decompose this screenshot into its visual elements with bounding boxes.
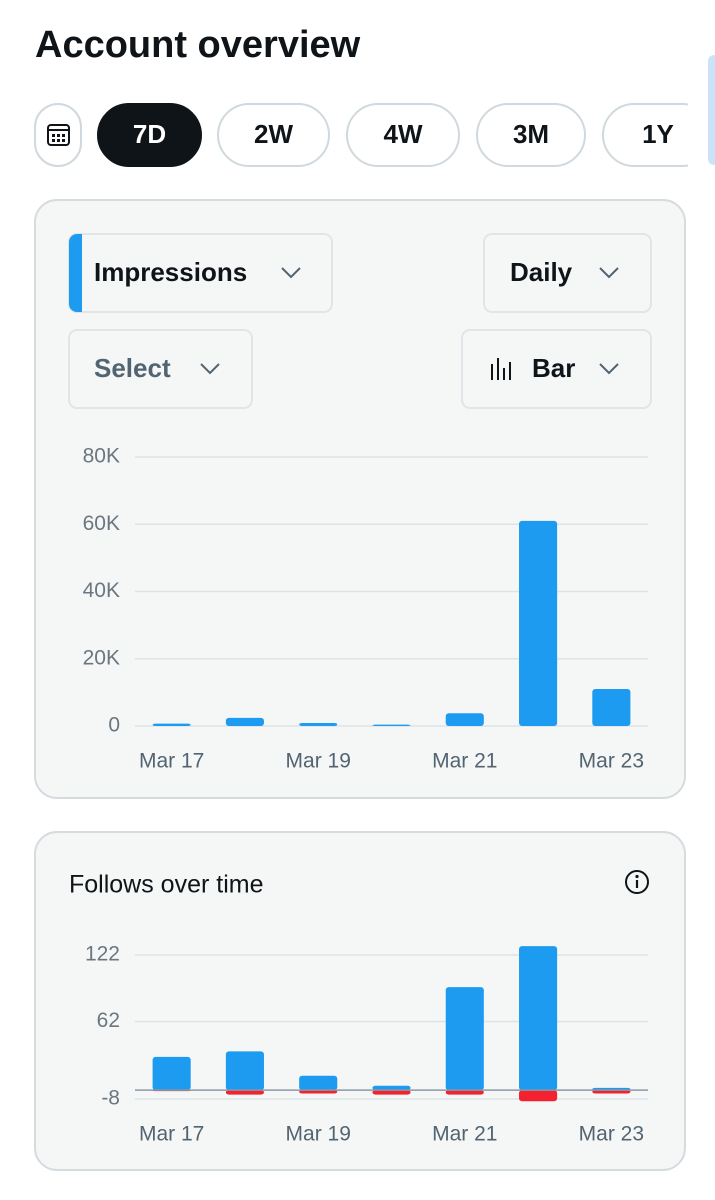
bar	[445, 713, 484, 726]
chart-title: Follows over time	[69, 871, 264, 899]
metric-dropdown[interactable]: Impressions	[68, 233, 333, 313]
y-tick-label: -8	[101, 1087, 120, 1110]
x-tick-label: Mar 21	[432, 750, 497, 773]
y-tick-label: 60K	[83, 512, 120, 535]
x-tick-label: Mar 17	[139, 750, 204, 773]
page-title: Account overview	[35, 24, 361, 66]
period-button[interactable]	[217, 103, 330, 167]
bar	[519, 946, 558, 1091]
bar	[152, 723, 191, 726]
period-label: 7D	[133, 119, 166, 149]
compare-dropdown[interactable]: Select	[68, 329, 253, 409]
y-tick-label: 40K	[83, 579, 120, 602]
bar	[445, 987, 484, 1091]
bar	[225, 717, 264, 726]
y-tick-label: 0	[108, 714, 120, 737]
period-label: 4W	[384, 119, 423, 149]
period-button[interactable]	[97, 103, 202, 167]
period-label: 1Y	[642, 119, 674, 149]
chart-style-dropdown[interactable]: Bar	[461, 329, 652, 409]
bar	[152, 1056, 191, 1091]
bar	[299, 1075, 338, 1091]
x-tick-label: Mar 23	[579, 750, 644, 773]
bar	[372, 1085, 411, 1091]
y-tick-label: 122	[85, 943, 120, 966]
bar	[592, 1090, 631, 1094]
bar	[372, 724, 411, 726]
bar	[225, 1051, 264, 1091]
bar	[299, 1090, 338, 1094]
period-button[interactable]	[346, 103, 460, 167]
compare-label: Select	[94, 353, 171, 383]
period-button[interactable]	[602, 103, 713, 167]
bar	[225, 1090, 264, 1095]
x-tick-label: Mar 19	[286, 1123, 351, 1146]
bar	[372, 1090, 411, 1095]
bar	[299, 722, 338, 726]
bar	[592, 689, 631, 726]
x-tick-label: Mar 17	[139, 1123, 204, 1146]
y-tick-label: 80K	[83, 445, 120, 468]
period-label: 3M	[513, 119, 549, 149]
y-tick-label: 62	[97, 1009, 120, 1032]
interval-label: Daily	[510, 257, 573, 287]
period-label: 2W	[254, 119, 293, 149]
x-tick-label: Mar 23	[579, 1123, 644, 1146]
interval-dropdown[interactable]: Daily	[483, 233, 652, 313]
metric-label: Impressions	[94, 257, 247, 287]
scroll-hint	[708, 55, 715, 165]
chart-style-label: Bar	[532, 353, 575, 383]
bar	[519, 520, 558, 726]
period-button[interactable]	[476, 103, 586, 167]
calendar-button[interactable]	[34, 103, 82, 167]
y-tick-label: 20K	[83, 646, 120, 669]
x-tick-label: Mar 21	[432, 1123, 497, 1146]
bar	[519, 1090, 558, 1102]
info-icon[interactable]	[625, 870, 649, 894]
bar	[445, 1090, 484, 1095]
x-tick-label: Mar 19	[286, 750, 351, 773]
